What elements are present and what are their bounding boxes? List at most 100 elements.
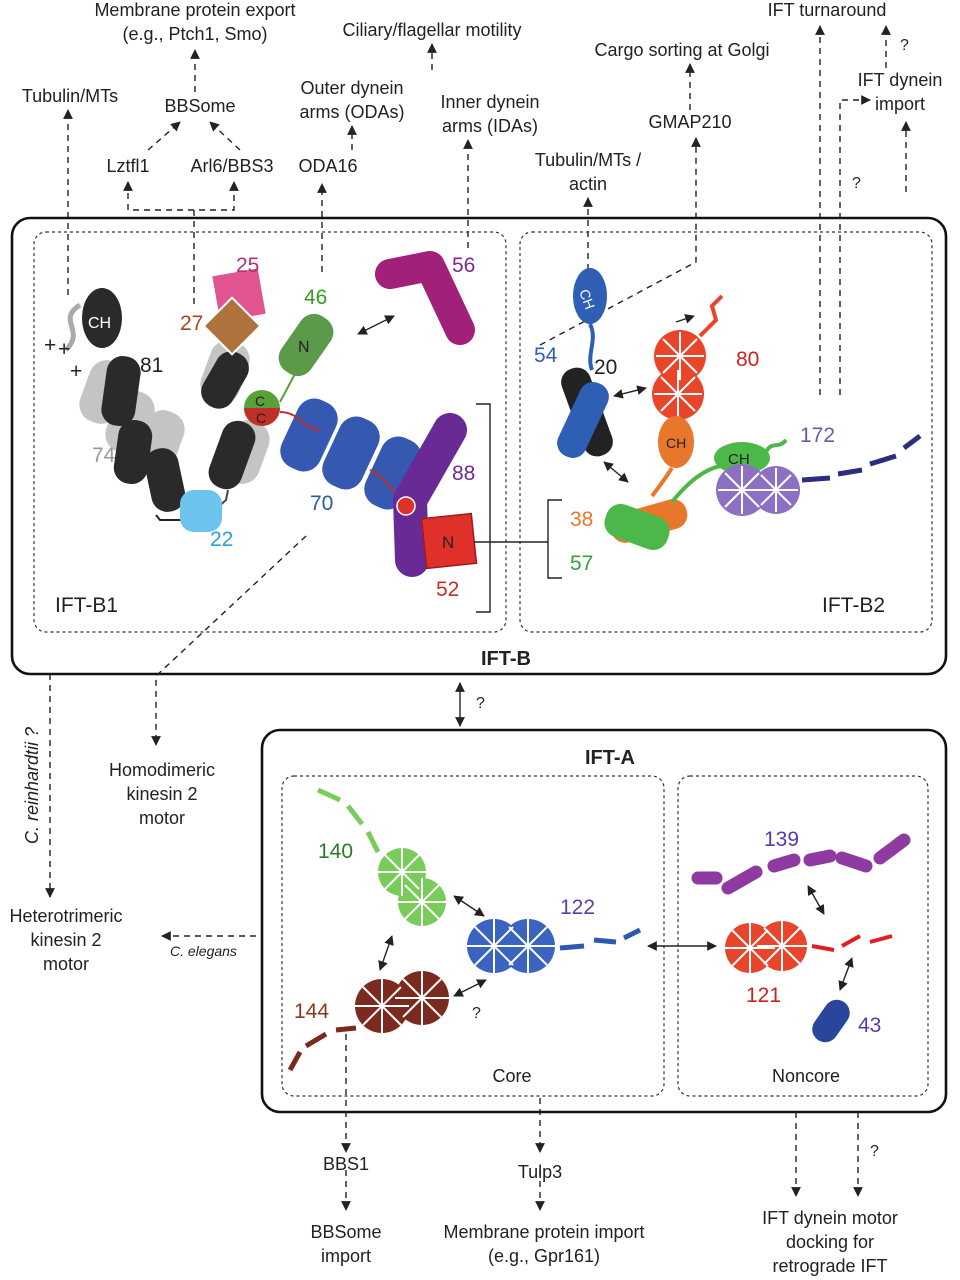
label-cargo-golgi: Cargo sorting at Golgi	[594, 40, 769, 60]
label-c-elegans: C. elegans	[170, 943, 237, 959]
protein-52-label: 52	[436, 578, 459, 601]
middle-arrows: ?	[45, 535, 485, 941]
question-144-122: ?	[472, 1005, 481, 1022]
question-dynein-import: ?	[852, 175, 861, 192]
ift-a-core-label: Core	[492, 1066, 531, 1086]
label-inner-dynein-1: Inner dynein	[440, 92, 539, 112]
protein-144	[287, 971, 449, 1072]
protein-22	[180, 490, 222, 532]
protein-140	[316, 787, 446, 926]
label-dynein-docking-3: retrograde IFT	[772, 1256, 887, 1276]
ift-b2-region	[519, 231, 933, 633]
ch-domain-81: CH	[88, 315, 111, 332]
protein-139	[691, 833, 911, 895]
protein-70-label: 70	[310, 492, 333, 515]
top-labels: Membrane protein export (e.g., Ptch1, Sm…	[22, 0, 943, 194]
label-tubulin-mts: Tubulin/MTs	[22, 86, 118, 106]
question-docking: ?	[870, 1143, 879, 1160]
protein-20-label: 20	[594, 356, 617, 379]
n-domain-46: N	[298, 339, 310, 356]
protein-81-label: 81	[140, 354, 163, 377]
label-homodimeric-2: kinesin 2	[126, 784, 197, 804]
label-ift-turnaround: IFT turnaround	[768, 0, 887, 20]
c-domain-70: C	[256, 410, 266, 426]
protein-27-label: 27	[180, 312, 203, 335]
protein-80-ch	[658, 416, 694, 468]
protein-56-label: 56	[452, 254, 475, 277]
ch-domain-80: CH	[666, 435, 686, 451]
label-ciliary-motility: Ciliary/flagellar motility	[342, 20, 521, 40]
protein-70	[280, 398, 422, 510]
protein-22-label: 22	[210, 528, 233, 551]
ift-a-title: IFT-A	[585, 747, 635, 769]
label-gmap210: GMAP210	[648, 112, 731, 132]
ift-a-core-region	[281, 775, 665, 1097]
protein-52	[420, 512, 478, 570]
bottom-labels: BBS1 BBSome import Tulp3 Membrane protei…	[310, 1154, 897, 1276]
label-membrane-export: Membrane protein export	[94, 0, 295, 20]
protein-140-label: 140	[318, 840, 353, 863]
bottom-arrows: ?	[341, 1034, 879, 1211]
ift-b2-proteins: CH 54 20 80 CH 38 57 CH	[534, 268, 922, 575]
top-arrows	[63, 25, 911, 395]
protein-81: CH	[82, 288, 256, 521]
label-dynein-docking-1: IFT dynein motor	[762, 1208, 898, 1228]
plus-sign-1: +	[44, 334, 56, 357]
protein-172-ch	[714, 442, 770, 474]
label-membrane-import-1: Membrane protein import	[443, 1222, 644, 1242]
protein-57	[604, 503, 670, 551]
protein-25-label: 25	[236, 254, 259, 277]
protein-43	[812, 999, 850, 1043]
label-dynein-docking-2: docking for	[786, 1232, 874, 1252]
protein-80	[652, 294, 724, 420]
protein-122-label: 122	[560, 896, 595, 919]
label-bbsome-import-2: import	[321, 1246, 371, 1266]
protein-57-label: 57	[570, 552, 593, 575]
protein-38-label: 38	[570, 508, 593, 531]
plus-sign-2: +	[58, 338, 70, 361]
label-outer-dynein-2: arms (ODAs)	[300, 102, 405, 122]
protein-144-label: 144	[294, 1000, 329, 1023]
protein-122	[467, 919, 642, 973]
protein-54	[557, 382, 609, 458]
protein-172	[716, 434, 922, 516]
label-lztfl1: Lztfl1	[106, 156, 149, 176]
protein-88-label: 88	[452, 462, 475, 485]
ift-b1-region	[33, 231, 507, 633]
ift-b1-proteins: + + + CH 81 74 22 25 27 C C	[44, 251, 562, 613]
ift-b1-label: IFT-B1	[55, 594, 118, 617]
label-homodimeric-1: Homodimeric	[109, 760, 215, 780]
label-membrane-export-eg: (e.g., Ptch1, Smo)	[122, 24, 267, 44]
protein-74-label: 74	[92, 444, 116, 467]
label-ift-dynein-import-1: IFT dynein	[858, 70, 943, 90]
label-ift-dynein-import-2: import	[875, 94, 925, 114]
label-heterotrimeric-2: kinesin 2	[30, 930, 101, 950]
label-c-reinhardtii: C. reinhardtii ?	[22, 727, 42, 844]
label-membrane-import-2: (e.g., Gpr161)	[488, 1246, 600, 1266]
label-tubulin-actin-2: actin	[569, 174, 607, 194]
ch-domain-172: CH	[728, 451, 750, 468]
protein-172-label: 172	[800, 424, 835, 447]
protein-80-label: 80	[736, 348, 759, 371]
label-outer-dynein-1: Outer dynein	[300, 78, 403, 98]
label-oda16: ODA16	[298, 156, 357, 176]
ift-b2-label: IFT-B2	[822, 594, 885, 617]
c-domain-46: C	[255, 393, 265, 409]
protein-43-label: 43	[858, 1014, 881, 1037]
label-homodimeric-3: motor	[139, 808, 185, 828]
label-tubulin-actin-1: Tubulin/MTs /	[535, 150, 641, 170]
protein-27	[202, 296, 262, 356]
protein-139-label: 139	[764, 828, 799, 851]
ift-b-title: IFT-B	[481, 648, 531, 670]
protein-54-ch	[573, 268, 607, 324]
label-tulp3: Tulp3	[518, 1162, 562, 1182]
plus-sign-3: +	[70, 360, 82, 383]
ift-a-proteins: 140 122 144 ?	[287, 787, 911, 1072]
n-domain-52: N	[442, 533, 454, 552]
label-bbsome-import-1: BBSome	[310, 1222, 381, 1242]
question-turnaround: ?	[900, 37, 909, 54]
ift-a-complex: IFT-A Core Noncore	[260, 728, 948, 1114]
ift-a-noncore-region	[677, 775, 929, 1097]
label-heterotrimeric-1: Heterotrimeric	[9, 906, 122, 926]
ift-a-noncore-label: Noncore	[772, 1066, 840, 1086]
